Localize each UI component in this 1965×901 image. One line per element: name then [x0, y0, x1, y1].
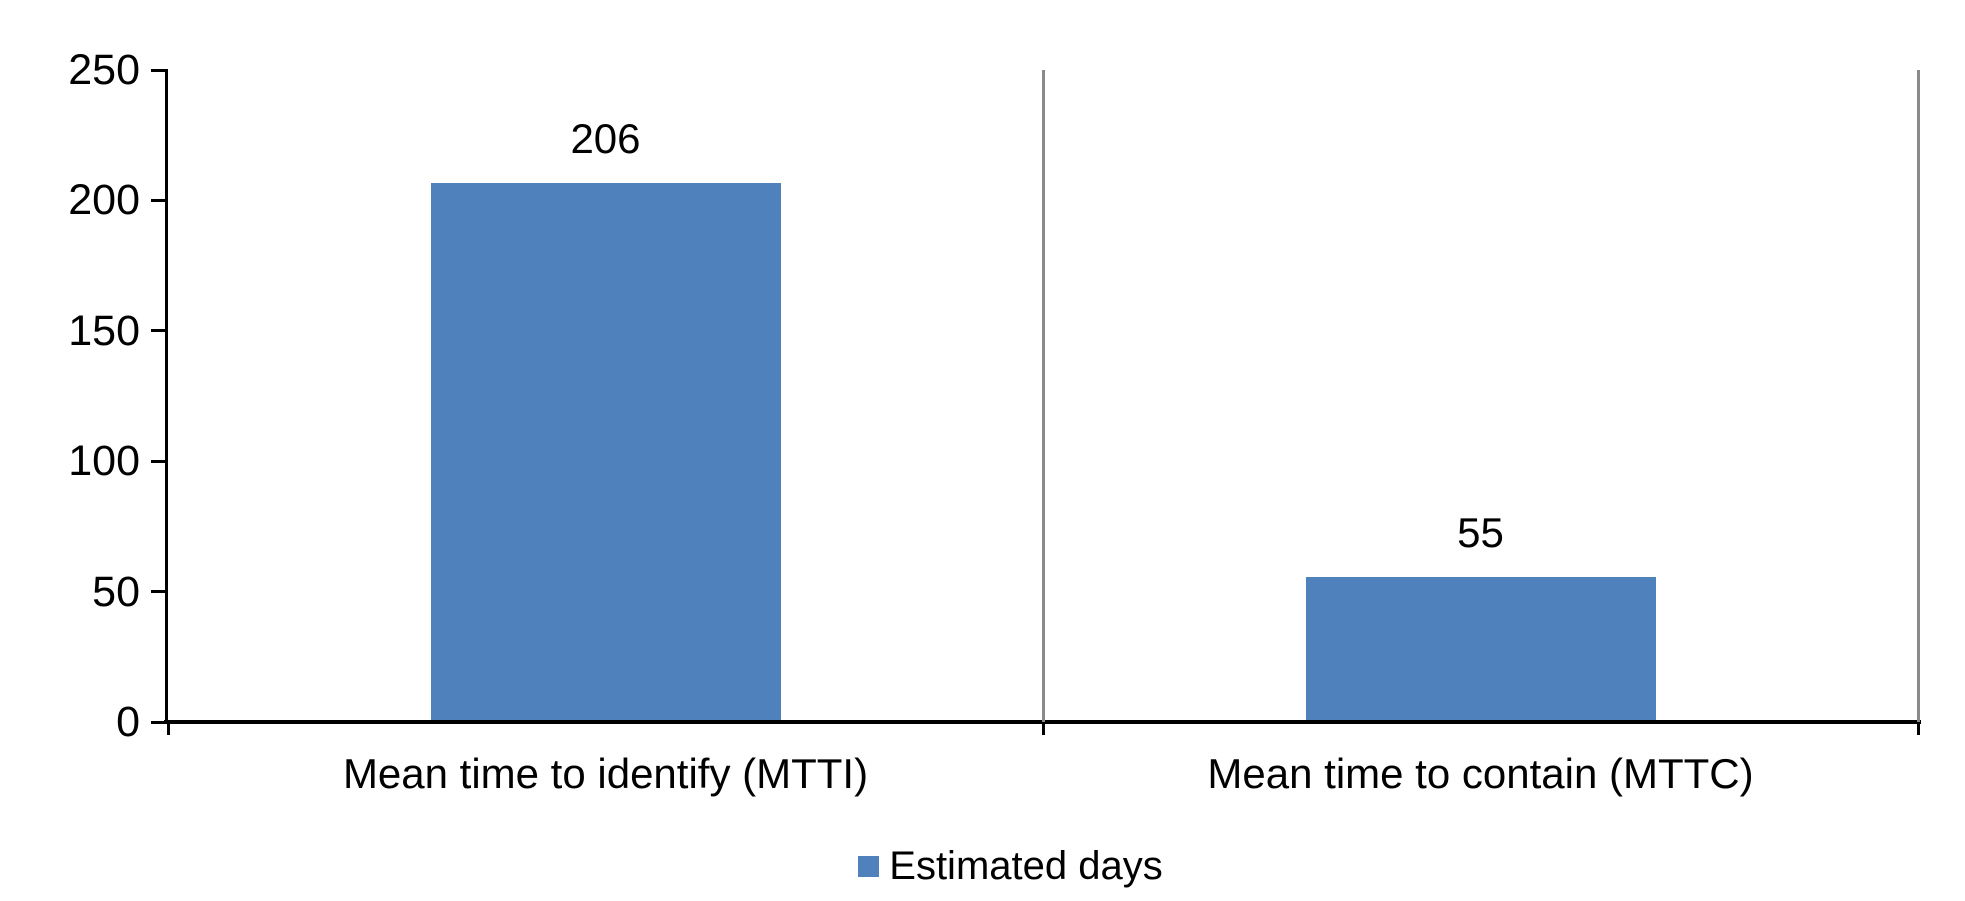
y-axis-tick	[151, 198, 168, 202]
y-axis-tick-label: 250	[68, 46, 140, 94]
category-label: Mean time to contain (MTTC)	[1207, 750, 1754, 797]
bar	[1305, 576, 1656, 720]
plot-area: 0 50 100 150 200 250 206 Mean time to identify …	[68, 46, 1921, 797]
x-axis-tick	[1041, 722, 1045, 735]
y-axis-tick-label: 150	[68, 306, 140, 355]
category-separator-line	[1916, 70, 1920, 722]
legend: Estimated days	[28, 844, 1965, 889]
y-axis-tick	[151, 459, 168, 463]
y-axis-tick-label: 50	[92, 567, 140, 616]
y-axis-tick	[151, 68, 168, 72]
category-label: Mean time to identify (MTTI)	[342, 750, 869, 797]
legend-label: Estimated days	[889, 844, 1163, 888]
bar	[430, 182, 781, 720]
y-axis-tick	[151, 329, 168, 333]
y-axis-line	[165, 70, 168, 722]
x-axis-tick	[166, 722, 170, 735]
y-axis-tick-label: 100	[68, 437, 140, 486]
category-separator-line	[1041, 70, 1045, 722]
y-axis-tick	[151, 720, 168, 724]
y-axis-tick	[151, 590, 168, 594]
y-axis-tick-label: 0	[116, 698, 140, 746]
y-axis-tick-label: 200	[68, 176, 140, 225]
bar-value-label: 206	[570, 114, 641, 162]
bar-value-label: 55	[1457, 508, 1504, 556]
x-axis-tick	[1916, 722, 1920, 735]
legend-swatch	[858, 856, 880, 877]
